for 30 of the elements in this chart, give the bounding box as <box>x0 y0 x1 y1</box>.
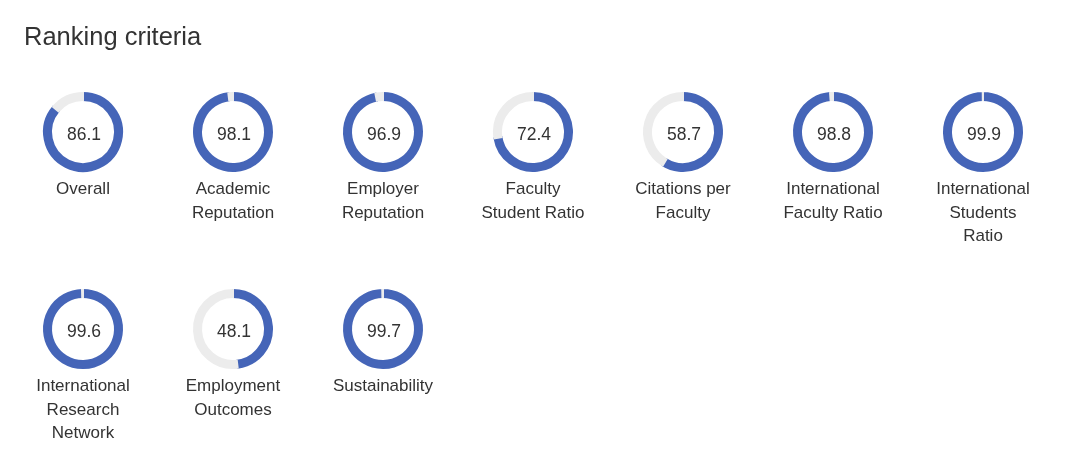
text: Academic Reputation <box>190 178 276 224</box>
text: Employment Outcomes <box>184 375 282 421</box>
text: Employer Reputation <box>340 178 426 224</box>
donut-slice <box>661 92 723 172</box>
text: Sustainability <box>331 375 435 397</box>
data-label: 86.1 <box>66 124 102 144</box>
data-label: 96.9 <box>366 124 402 144</box>
text: International Research Network <box>35 375 131 444</box>
data-label: 48.1 <box>216 321 252 341</box>
text: Faculty Student Ratio <box>480 178 586 224</box>
donut-slice <box>493 92 573 172</box>
donut-slice <box>227 92 234 102</box>
text: International Students Ratio <box>935 178 1031 247</box>
data-label: 58.7 <box>666 124 702 144</box>
data-label: 99.9 <box>966 124 1002 144</box>
data-label: 98.1 <box>216 124 252 144</box>
text: International Faculty Ratio <box>782 178 884 224</box>
data-label: 99.7 <box>366 321 402 341</box>
text: Citations per Faculty <box>634 178 732 224</box>
donut-slice <box>193 92 273 172</box>
data-label: 72.4 <box>516 124 552 144</box>
text: Ranking criteria <box>24 21 202 51</box>
text: Overall <box>55 178 111 200</box>
donut-slice <box>374 92 384 102</box>
data-label: 99.6 <box>66 321 102 341</box>
donut-slice <box>43 92 123 172</box>
donut-slice <box>52 92 84 113</box>
data-label: 98.8 <box>816 124 852 144</box>
donut-slice <box>829 92 834 102</box>
donut-slice <box>343 92 423 172</box>
